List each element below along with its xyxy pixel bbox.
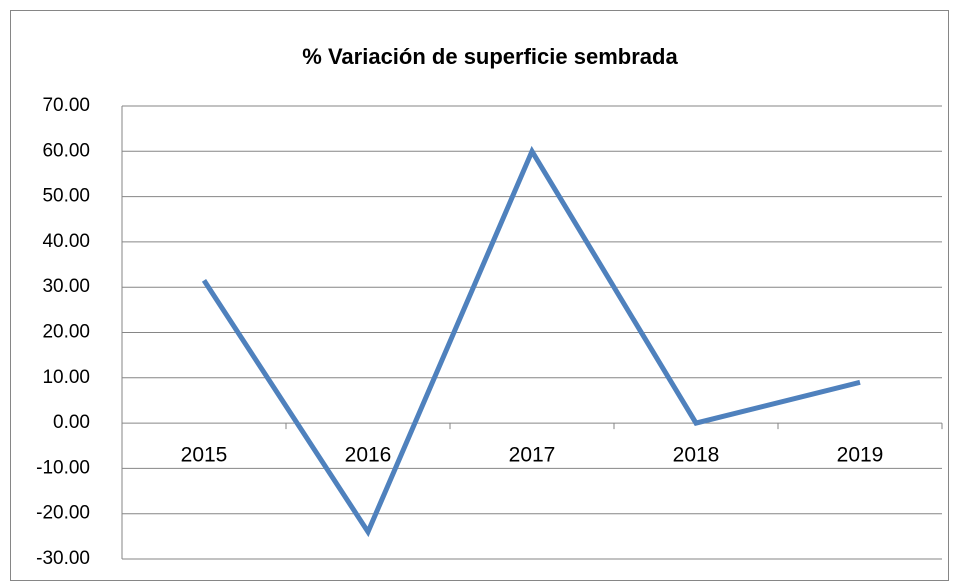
data-line bbox=[201, 145, 861, 538]
x-tick-label: 2019 bbox=[837, 444, 884, 467]
y-tick-label: 50.00 bbox=[42, 186, 90, 207]
y-tick-label: 30.00 bbox=[42, 276, 90, 297]
x-tick-label: 2018 bbox=[673, 444, 720, 467]
y-tick-label: 0.00 bbox=[53, 412, 90, 433]
chart-border bbox=[10, 10, 949, 581]
x-tick-label: 2017 bbox=[509, 444, 556, 467]
chart-title: % Variación de superficie sembrada bbox=[302, 44, 678, 69]
y-tick-label: 10.00 bbox=[42, 367, 90, 388]
y-tick-label: 60.00 bbox=[42, 140, 90, 161]
y-tick-label: -20.00 bbox=[36, 503, 90, 524]
x-tick-label: 2015 bbox=[181, 444, 228, 467]
y-tick-label: 70.00 bbox=[42, 95, 90, 116]
y-tick-label: -10.00 bbox=[36, 457, 90, 478]
y-tick-label: -30.00 bbox=[36, 548, 90, 569]
y-tick-label: 20.00 bbox=[42, 322, 90, 343]
y-tick-label: 40.00 bbox=[42, 231, 90, 252]
x-tick-label: 2016 bbox=[345, 444, 392, 467]
